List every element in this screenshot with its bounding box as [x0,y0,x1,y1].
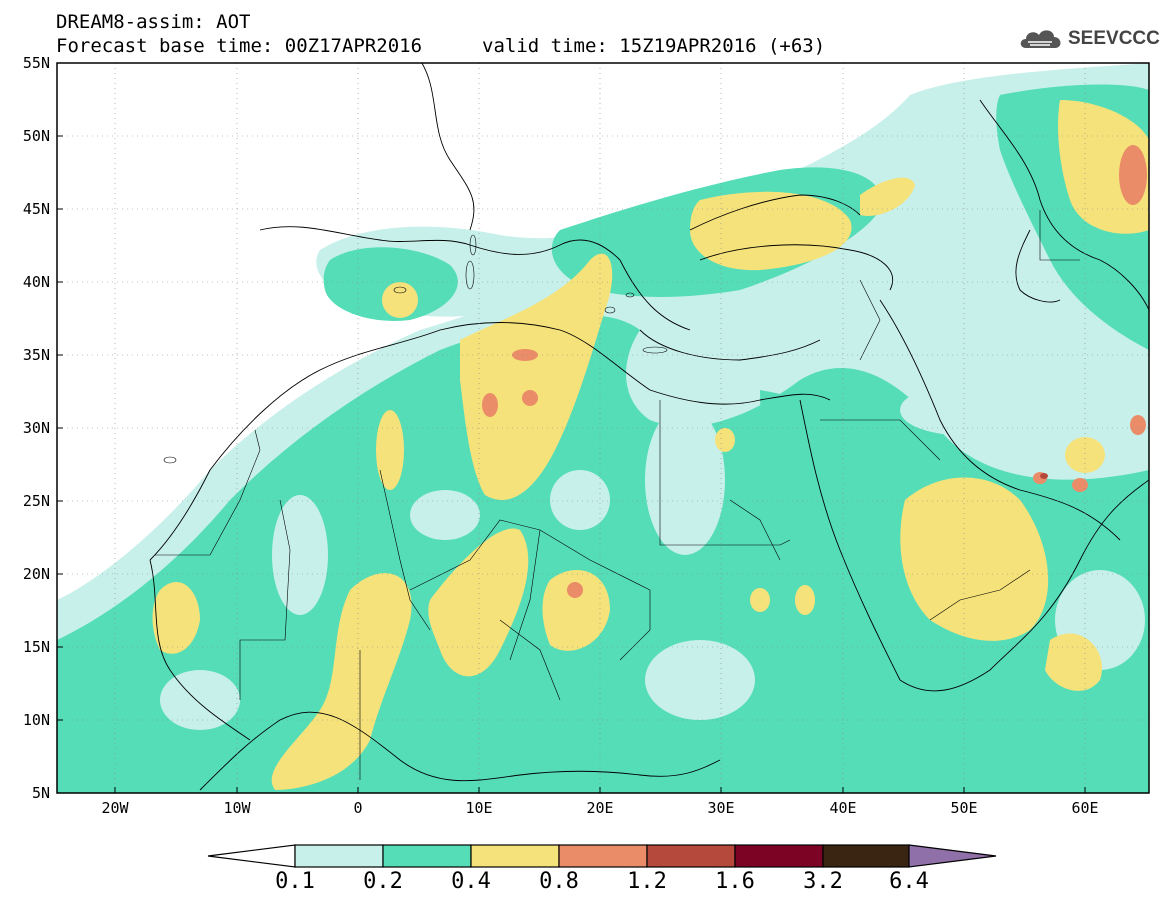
lon-label: 20E [586,799,614,817]
lat-label: 15N [22,638,50,656]
axis-ticks [57,62,1086,794]
lat-label: 35N [22,346,50,364]
lat-label: 30N [22,419,50,437]
lon-label: 40E [829,799,857,817]
lat-label: 55N [22,54,50,72]
aot-level-0.8-region [482,145,1147,598]
country-borders [155,210,1080,780]
colorbar-label: 0.8 [539,869,579,894]
lat-label: 20N [22,565,50,583]
logo-text: SEEVCCC [1068,28,1160,49]
lon-label: 30E [707,799,735,817]
aot-level-0.1-holes [160,385,1145,730]
islands [163,234,668,464]
aot-level-1.2-region [1040,473,1048,479]
lon-label: 50E [950,799,978,817]
colorbar-label: 3.2 [803,869,843,894]
colorbar-label: 1.2 [627,869,667,894]
chart-title: DREAM8-assim: AOT [56,11,251,33]
lon-label: 10W [223,799,251,817]
lat-label: 50N [22,127,50,145]
colorbar-label: 6.4 [889,869,929,894]
cloud-icon [1020,30,1061,48]
lat-label: 40N [22,273,50,291]
lat-label: 25N [22,492,50,510]
valid-time: valid time: 15Z19APR2016 (+63) [482,35,826,57]
lat-label: 45N [22,200,50,218]
lon-label: 0 [353,799,363,817]
coastlines [149,63,1149,791]
graticule [57,63,1149,793]
lon-label: 10E [465,799,493,817]
colorbar-label: 0.4 [451,869,491,894]
colorbar-label: 1.6 [715,869,755,894]
forecast-base-time: Forecast base time: 00Z17APR2016 [56,35,423,57]
colorbar-label: 0.1 [275,869,315,894]
lat-label: 5N [31,784,50,802]
lon-label: 60E [1071,799,1099,817]
lon-label: 20W [101,799,129,817]
seevccc-logo: SEEVCCC [1018,24,1160,54]
lat-label: 10N [22,711,50,729]
colorbar-label: 0.2 [363,869,403,894]
